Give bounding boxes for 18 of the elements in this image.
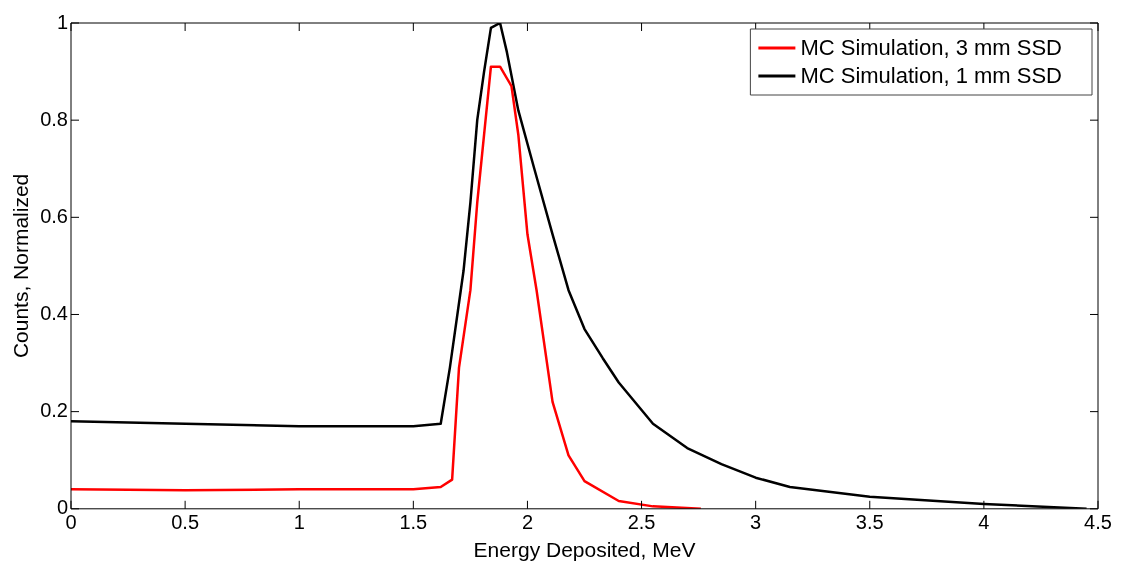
y-tick-label: 0.8	[40, 107, 68, 130]
x-tick-label: 1	[293, 511, 305, 534]
x-tick-label: 0.5	[171, 511, 200, 534]
y-tick-label: 0.2	[40, 399, 68, 422]
x-tick-label: 3	[750, 511, 762, 534]
x-tick-label: 2	[521, 511, 534, 534]
y-tick-label: 1	[56, 10, 68, 33]
y-tick-label: 0.4	[40, 302, 68, 324]
x-tick-label: 2.5	[627, 511, 656, 534]
x-tick-label: 4.5	[1084, 511, 1112, 534]
legend-label: MC Simulation, 1 mm SSD	[800, 63, 1063, 89]
x-tick-label: 3.5	[855, 511, 884, 534]
y-tick-label: 0.6	[40, 204, 68, 227]
x-tick-label: 1.5	[399, 511, 428, 534]
legend-label: MC Simulation, 3 mm SSD	[800, 35, 1063, 61]
x-axis-title: Energy Deposited, MeV	[473, 538, 696, 562]
x-tick-label: 4	[978, 511, 990, 534]
y-axis-title: Counts, Normalized	[9, 173, 33, 359]
